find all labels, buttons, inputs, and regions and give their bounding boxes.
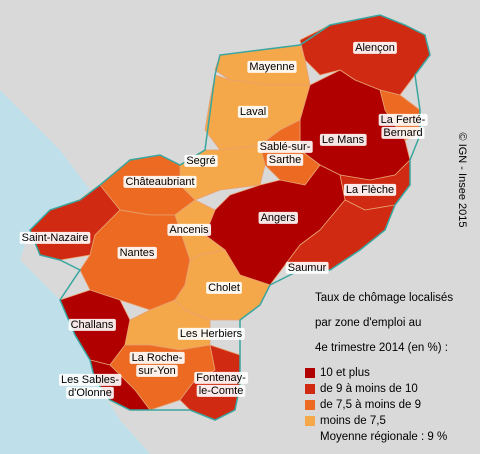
legend-label: moins de 7,5 bbox=[320, 415, 386, 427]
zone-label-box bbox=[343, 183, 397, 196]
legend-title: par zone d'emploi au bbox=[315, 317, 421, 329]
zone-label: Sarthe bbox=[269, 154, 301, 166]
zone-label-box bbox=[129, 351, 185, 364]
zone-label: Les Herbiers bbox=[180, 328, 243, 340]
zone-label: Cholet bbox=[208, 282, 240, 294]
zone-label: le-Comte bbox=[199, 385, 244, 397]
zone-label: Bernard bbox=[383, 127, 422, 139]
zone-label: Laval bbox=[240, 106, 266, 118]
zone-label-box bbox=[194, 371, 249, 384]
zone-label: Saumur bbox=[288, 262, 327, 274]
legend: Taux de chômage localisés par zone d'empl… bbox=[305, 292, 453, 443]
zone-label-box bbox=[266, 153, 304, 166]
zone-label-box bbox=[177, 327, 245, 340]
zone-label-box bbox=[206, 281, 242, 294]
zone-label-box bbox=[123, 175, 197, 188]
zone-label: Saint-Nazaire bbox=[22, 232, 89, 244]
legend-average: Moyenne régionale : 9 % bbox=[320, 431, 447, 443]
zone-label: Mayenne bbox=[249, 61, 294, 73]
zone-label: Ancenis bbox=[169, 224, 209, 236]
zone-label-box bbox=[257, 140, 313, 153]
zone-label-box bbox=[19, 231, 91, 244]
zone-label: Segré bbox=[186, 155, 215, 167]
zone-label-box bbox=[167, 223, 212, 236]
zone-label: Sablé-sur- bbox=[260, 141, 311, 153]
zone-label: Nantes bbox=[120, 247, 155, 259]
legend-swatch bbox=[305, 400, 315, 410]
legend-title: Taux de chômage localisés bbox=[315, 292, 453, 304]
zone-label-box bbox=[237, 105, 269, 118]
zone-label-box bbox=[285, 261, 329, 274]
zone-label: Alençon bbox=[355, 42, 395, 54]
zone-label: Fontenay- bbox=[196, 372, 246, 384]
zone-label: Châteaubriant bbox=[125, 176, 194, 188]
copyright: © IGN - Insee 2015 bbox=[456, 133, 468, 228]
zone-label: La Flèche bbox=[346, 184, 394, 196]
zone-label-box bbox=[319, 133, 367, 146]
zone-label-box bbox=[58, 373, 122, 386]
zone-label-box bbox=[184, 154, 218, 167]
legend-swatch bbox=[305, 368, 315, 378]
zone-label-box bbox=[66, 386, 114, 399]
legend-label: de 7,5 à moins de 9 bbox=[320, 399, 421, 411]
zone-label: Challans bbox=[71, 319, 114, 331]
zone-label: Les Sables- bbox=[61, 374, 119, 386]
zone-label-box bbox=[136, 364, 178, 377]
legend-swatch bbox=[305, 384, 315, 394]
zone-label-box bbox=[68, 318, 116, 331]
sea bbox=[0, 90, 150, 454]
zone-label-box bbox=[378, 113, 428, 126]
zone-label-box bbox=[117, 246, 157, 259]
zone-label-box bbox=[196, 384, 246, 397]
legend-swatch bbox=[305, 416, 315, 426]
zone-label: Angers bbox=[261, 212, 296, 224]
zone-label: d'Olonne bbox=[68, 387, 112, 399]
zone-label-box bbox=[353, 41, 397, 54]
legend-label: 10 et plus bbox=[320, 367, 370, 379]
zone-label: Le Mans bbox=[322, 134, 365, 146]
zone-label-box bbox=[258, 211, 298, 224]
zone-label-box bbox=[247, 60, 297, 73]
zone-label-box bbox=[381, 126, 425, 139]
zone-labels: Alençon Mayenne Laval La Ferté-Bernard Le Ma… bbox=[19, 41, 428, 399]
zone-label: sur-Yon bbox=[138, 365, 176, 377]
region-outline bbox=[29, 14, 431, 421]
zone-label: La Ferté- bbox=[381, 114, 426, 126]
legend-label: de 9 à moins de 10 bbox=[320, 383, 418, 395]
zone-label: La Roche- bbox=[132, 352, 183, 364]
legend-title: 4e trimestre 2014 (en %) : bbox=[315, 342, 448, 354]
